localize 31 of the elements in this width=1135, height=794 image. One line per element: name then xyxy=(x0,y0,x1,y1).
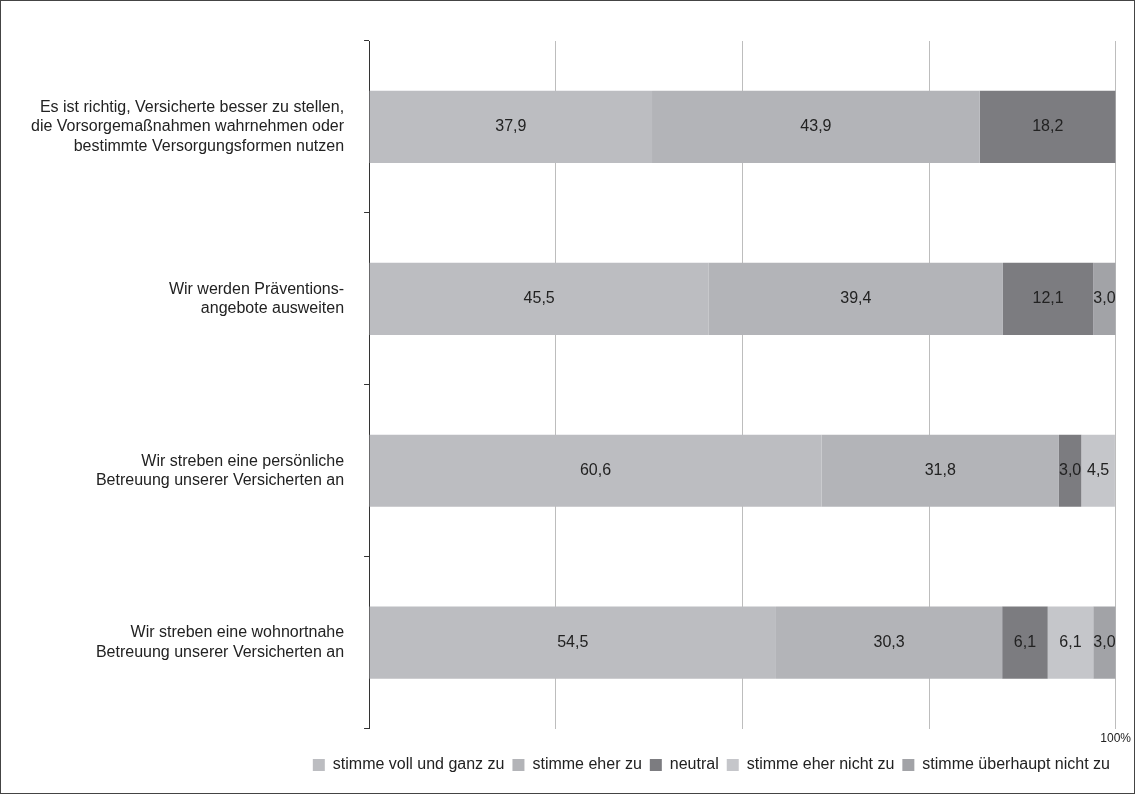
data-label: 18,2 xyxy=(1032,117,1064,135)
y-tick-label: Wir werden Präventions- angebote ausweiten xyxy=(168,279,345,316)
x-tick-label: 100% xyxy=(1100,731,1132,746)
data-label: 54,5 xyxy=(557,633,589,651)
data-label: 43,9 xyxy=(800,117,832,135)
data-label: 12,1 xyxy=(1032,289,1064,307)
data-label: 45,5 xyxy=(523,289,555,307)
data-label: 4,5 xyxy=(1086,461,1110,479)
bar xyxy=(1047,606,1094,679)
bar xyxy=(1081,434,1115,507)
legend-label: stimme voll und ganz zu xyxy=(332,755,505,773)
data-label: 37,9 xyxy=(495,117,527,135)
data-label: 3,0 xyxy=(1093,289,1116,307)
data-label: 31,8 xyxy=(924,461,956,479)
data-label: 6,1 xyxy=(1013,633,1037,651)
legend-label: neutral xyxy=(669,755,719,773)
data-label: 3,0 xyxy=(1058,461,1082,479)
data-label: 6,1 xyxy=(1059,633,1082,651)
data-label: 3,0 xyxy=(1093,633,1116,651)
y-tick-label: Es ist richtig, Versicherte besser zu stellen, die Vorsorgemaßnahmen wahrnehmen oder bestimmte Versorgungsformen nutzen xyxy=(30,98,345,154)
legend-label: stimme eher nicht zu xyxy=(746,755,895,773)
bar xyxy=(979,90,1116,164)
bar xyxy=(1002,262,1094,335)
y-tick-label: Wir streben eine wohnortnahe Betreuung unserer Versicherten an xyxy=(95,623,345,660)
data-label: 30,3 xyxy=(873,633,905,651)
data-label: 60,6 xyxy=(579,461,612,479)
data-label: 39,4 xyxy=(840,289,872,307)
legend-label: stimme überhaupt nicht zu xyxy=(922,755,1111,773)
bar xyxy=(1002,606,1048,679)
y-tick-label: Wir streben eine persönliche Betreuung unserer Versicherten an xyxy=(95,451,345,488)
legend-label: stimme eher zu xyxy=(532,755,642,773)
